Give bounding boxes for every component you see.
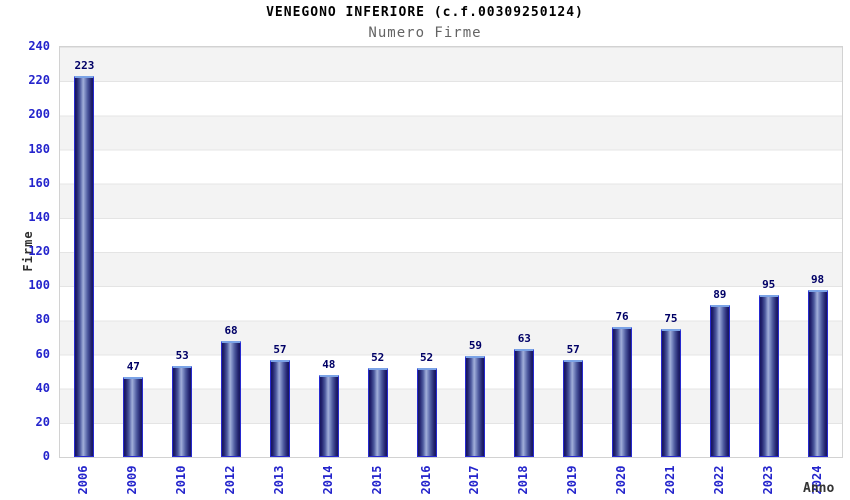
y-tick-label: 220 bbox=[28, 73, 50, 88]
bar-slot: 63 bbox=[500, 47, 549, 457]
bar-value-label: 89 bbox=[713, 287, 727, 301]
bar-value-label: 223 bbox=[74, 59, 95, 73]
bar-value-label: 75 bbox=[664, 311, 678, 325]
x-axis-title: Anno bbox=[803, 481, 835, 496]
bar-value-label: 57 bbox=[273, 342, 287, 356]
y-tick-label: 60 bbox=[35, 346, 50, 361]
bar-slot: 223 bbox=[60, 47, 109, 457]
x-tick-label: 2006 bbox=[76, 465, 91, 495]
x-tick-label: 2010 bbox=[174, 465, 189, 495]
bar-slot: 57 bbox=[256, 47, 305, 457]
bar-2012 bbox=[221, 340, 242, 457]
bar-slot: 98 bbox=[793, 47, 842, 457]
x-tick-label: 2016 bbox=[418, 465, 433, 495]
x-tick-label: 2023 bbox=[760, 465, 775, 495]
x-tick-slot: 2014 bbox=[303, 456, 352, 500]
x-tick-slot: 2016 bbox=[401, 456, 450, 500]
y-tick-label: 80 bbox=[35, 312, 50, 327]
bar-slot: 57 bbox=[549, 47, 598, 457]
bar-2022 bbox=[709, 304, 730, 457]
y-tick-label: 200 bbox=[28, 107, 50, 122]
x-tick-slot: 2022 bbox=[694, 456, 743, 500]
y-tick-label: 180 bbox=[28, 141, 50, 156]
bar-2024 bbox=[807, 289, 828, 457]
x-tick-label: 2012 bbox=[223, 465, 238, 495]
bar-value-label: 52 bbox=[419, 351, 434, 365]
bar-value-label: 98 bbox=[810, 272, 825, 286]
bar-2014 bbox=[318, 375, 339, 457]
bar-slot: 68 bbox=[207, 47, 256, 457]
bar-slot: 75 bbox=[647, 47, 696, 457]
bar-value-label: 63 bbox=[517, 332, 531, 346]
x-tick-slot: 2015 bbox=[352, 456, 401, 500]
bar-value-label: 47 bbox=[126, 359, 140, 373]
bar-value-label: 76 bbox=[615, 310, 629, 324]
x-tick-label: 2014 bbox=[320, 465, 335, 495]
x-tick-slot: 2010 bbox=[157, 456, 206, 500]
x-tick-label: 2022 bbox=[711, 465, 726, 495]
bar-2020 bbox=[612, 327, 633, 457]
y-tick-label: 120 bbox=[28, 244, 50, 258]
y-tick-label: 40 bbox=[35, 380, 50, 395]
y-tick-label: 240 bbox=[28, 39, 50, 53]
x-tick-label: 2021 bbox=[662, 465, 677, 495]
x-tick-slot: 2018 bbox=[499, 456, 548, 500]
x-tick-slot: 2020 bbox=[597, 456, 646, 500]
y-tick-label: 0 bbox=[42, 449, 50, 463]
x-tick-slot: 2019 bbox=[548, 456, 597, 500]
bars: 223 47 53 68 57 48 52 52 59 63 57 76 75 89 95 98 bbox=[60, 47, 842, 457]
y-axis-labels: 0 20 40 60 80 100 120 140 160 180 200 220 240 bbox=[6, 39, 50, 463]
bar-value-label: 68 bbox=[224, 323, 238, 337]
bar-slot: 76 bbox=[598, 47, 647, 457]
bar-slot: 89 bbox=[695, 47, 744, 457]
x-tick-label: 2009 bbox=[125, 465, 140, 495]
bar-slot: 47 bbox=[109, 47, 158, 457]
bar-2006 bbox=[74, 76, 95, 457]
bar-slot: 48 bbox=[304, 47, 353, 457]
x-tick-label: 2013 bbox=[271, 465, 286, 495]
x-tick-slot: 2021 bbox=[646, 456, 695, 500]
y-tick-label: 100 bbox=[28, 278, 50, 293]
bar-slot: 95 bbox=[744, 47, 793, 457]
bar-2021 bbox=[660, 328, 681, 457]
x-tick-slot: 2023 bbox=[743, 456, 792, 500]
x-tick-label: 2018 bbox=[516, 465, 531, 495]
bar-value-label: 52 bbox=[371, 351, 385, 365]
x-tick-slot: 2013 bbox=[255, 456, 304, 500]
x-tick-label: 2015 bbox=[369, 465, 384, 495]
bar-2015 bbox=[367, 368, 388, 457]
y-tick-label: 20 bbox=[35, 414, 50, 429]
bar-2013 bbox=[269, 359, 290, 457]
bar-2023 bbox=[758, 294, 779, 457]
bar-2016 bbox=[416, 368, 437, 457]
x-axis-labels: 2006 2009 2010 2012 2013 2014 2015 2016 2017 2018… bbox=[59, 456, 841, 500]
bar-slot: 53 bbox=[158, 47, 207, 457]
bar-2017 bbox=[465, 356, 486, 457]
y-tick-label: 140 bbox=[28, 209, 50, 224]
y-tick-label: 160 bbox=[28, 175, 50, 190]
bar-2010 bbox=[172, 366, 193, 457]
chart-title: VENEGONO INFERIORE (c.f.00309250124) bbox=[266, 5, 584, 20]
plot-area: 223 47 53 68 57 48 52 52 59 63 57 76 75 89 95 98 bbox=[59, 46, 843, 458]
x-tick-slot: 2012 bbox=[206, 456, 255, 500]
bar-slot: 52 bbox=[402, 47, 451, 457]
x-tick-label: 2017 bbox=[467, 465, 482, 495]
x-tick-label: 2020 bbox=[614, 465, 629, 495]
bar-value-label: 53 bbox=[175, 349, 189, 363]
x-tick-slot: 2017 bbox=[450, 456, 499, 500]
bar-value-label: 95 bbox=[762, 277, 776, 291]
bar-value-label: 57 bbox=[566, 342, 580, 356]
bar-2019 bbox=[563, 359, 584, 457]
bar-2018 bbox=[514, 349, 535, 457]
x-tick-label: 2019 bbox=[565, 465, 580, 495]
bar-slot: 59 bbox=[451, 47, 500, 457]
chart-subtitle: Numero Firme bbox=[368, 25, 482, 41]
bar-slot: 52 bbox=[353, 47, 402, 457]
x-tick-slot: 2009 bbox=[108, 456, 157, 500]
bar-value-label: 59 bbox=[468, 339, 483, 353]
bar-2009 bbox=[123, 376, 144, 457]
x-tick-slot: 2006 bbox=[59, 456, 108, 500]
bar-value-label: 48 bbox=[322, 358, 336, 371]
